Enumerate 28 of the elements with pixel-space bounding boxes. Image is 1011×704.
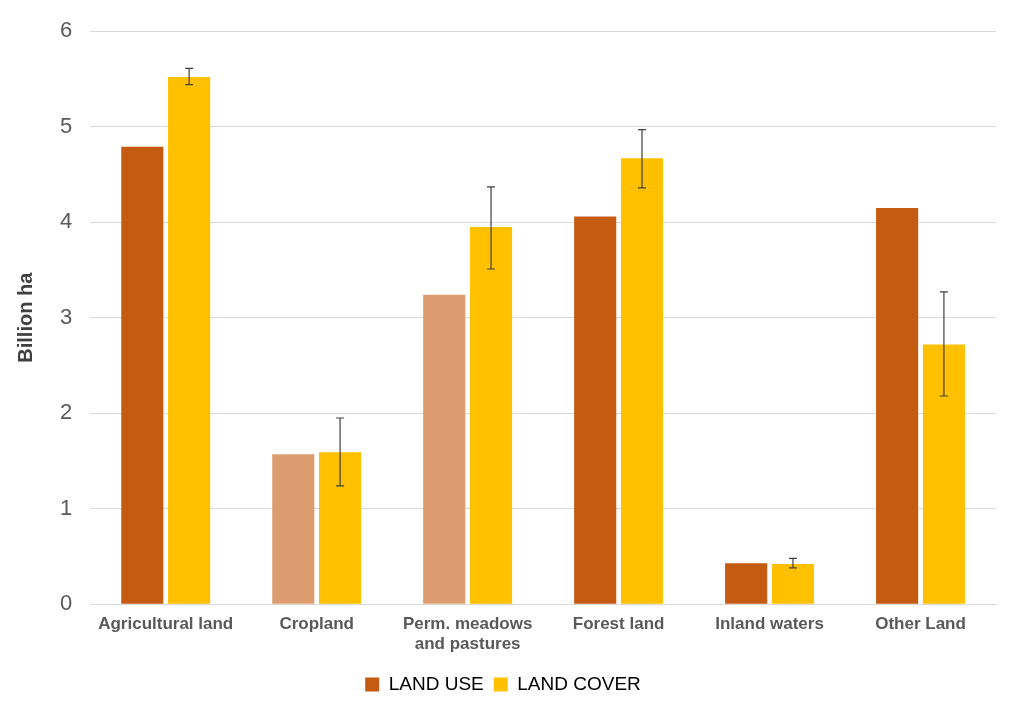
y-tick-label: 4 [59, 208, 73, 234]
y-tick-label: 2 [59, 399, 73, 425]
bar [620, 158, 664, 604]
x-tick-label: Forest land [572, 614, 665, 634]
x-tick-label: Perm. meadows and pastures [402, 614, 533, 654]
y-axis-title: Billion ha [13, 271, 36, 363]
legend-label: LAND USE [388, 672, 484, 694]
x-tick-label: Agricultural land [98, 614, 234, 634]
y-tick-label: 3 [59, 303, 73, 329]
y-tick-label: 5 [59, 112, 73, 138]
bar [469, 226, 513, 604]
x-tick-label: Other Land [875, 614, 966, 634]
bar [168, 77, 211, 604]
x-tick-label: Cropland [279, 614, 354, 634]
bar [272, 454, 315, 604]
y-tick-label: 6 [59, 17, 73, 43]
legend-label: LAND COVER [517, 672, 641, 694]
x-tick-label: Inland waters [715, 614, 824, 634]
bar [725, 563, 768, 604]
bar [121, 146, 164, 604]
bar [574, 216, 617, 604]
bar [771, 564, 815, 604]
bar [876, 207, 919, 604]
bar [319, 452, 362, 604]
bar [423, 294, 466, 604]
y-tick-label: 1 [59, 494, 73, 520]
y-tick-label: 0 [59, 590, 73, 616]
bar [922, 344, 965, 604]
